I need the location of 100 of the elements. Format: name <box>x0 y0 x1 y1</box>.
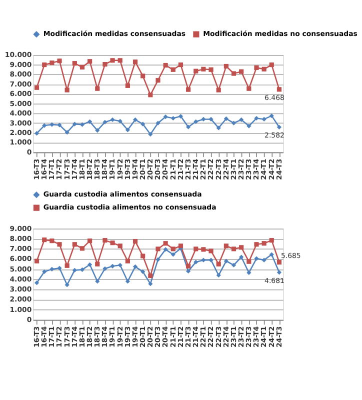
point <box>186 124 191 130</box>
point <box>125 258 130 264</box>
point <box>178 62 184 68</box>
point <box>125 128 130 132</box>
point <box>208 248 214 254</box>
point <box>156 78 160 83</box>
point <box>231 262 236 268</box>
point <box>194 260 198 264</box>
point <box>208 116 214 122</box>
point <box>239 254 244 260</box>
point <box>148 282 153 286</box>
point <box>64 130 70 135</box>
point <box>140 269 146 274</box>
point <box>276 87 282 92</box>
point <box>102 266 108 271</box>
point <box>132 239 138 244</box>
point <box>64 88 70 92</box>
point <box>231 120 236 126</box>
point <box>246 270 252 276</box>
point <box>262 241 266 246</box>
point <box>269 114 274 118</box>
point <box>50 60 54 66</box>
point <box>118 58 122 63</box>
point <box>246 86 252 91</box>
point <box>269 238 274 243</box>
point <box>88 59 92 64</box>
point <box>42 123 47 128</box>
point <box>72 61 77 66</box>
point <box>216 88 221 92</box>
point <box>224 258 228 264</box>
point <box>34 131 40 136</box>
point <box>224 116 228 122</box>
point <box>254 65 259 70</box>
point <box>72 122 77 126</box>
point <box>254 242 259 247</box>
point <box>95 128 100 133</box>
point <box>118 262 122 268</box>
point <box>170 246 176 252</box>
point <box>102 238 108 243</box>
point <box>254 116 259 121</box>
point <box>57 242 62 247</box>
point <box>163 247 168 252</box>
point <box>57 122 62 128</box>
point <box>140 122 146 126</box>
point <box>246 259 252 264</box>
point <box>88 238 92 244</box>
point <box>170 252 176 257</box>
point <box>224 244 228 248</box>
point <box>201 258 206 262</box>
point <box>102 120 108 124</box>
point <box>125 83 130 88</box>
point <box>186 268 191 274</box>
point <box>72 242 77 247</box>
point <box>80 64 85 70</box>
point <box>269 62 274 68</box>
point <box>132 264 138 269</box>
point <box>163 114 168 120</box>
point <box>95 262 100 266</box>
point <box>80 246 85 251</box>
point <box>50 266 54 272</box>
point <box>224 64 228 69</box>
point <box>262 258 266 262</box>
point <box>110 58 115 63</box>
point <box>88 262 92 267</box>
point <box>42 62 47 68</box>
point <box>72 268 77 272</box>
point <box>186 264 191 268</box>
point <box>50 238 54 244</box>
point <box>50 122 54 127</box>
point <box>201 247 206 252</box>
point <box>276 260 282 265</box>
point <box>88 119 92 124</box>
point <box>34 280 40 286</box>
point <box>269 252 274 257</box>
point <box>156 257 160 262</box>
point <box>156 120 160 126</box>
point <box>208 258 214 262</box>
point <box>239 245 244 250</box>
point <box>186 87 191 92</box>
point <box>239 69 244 74</box>
point <box>276 270 282 275</box>
point <box>254 256 259 261</box>
point <box>148 92 153 98</box>
point <box>80 122 85 127</box>
point <box>110 240 115 246</box>
point <box>42 238 47 242</box>
point <box>276 124 282 130</box>
point <box>148 273 153 278</box>
point <box>34 85 40 90</box>
point <box>201 116 206 122</box>
point <box>194 68 198 74</box>
point <box>132 117 138 122</box>
point <box>201 66 206 72</box>
point <box>57 58 62 64</box>
point <box>64 263 70 268</box>
point <box>208 67 214 72</box>
point <box>102 62 108 67</box>
point <box>95 86 100 91</box>
point <box>156 246 160 252</box>
point <box>140 254 146 258</box>
